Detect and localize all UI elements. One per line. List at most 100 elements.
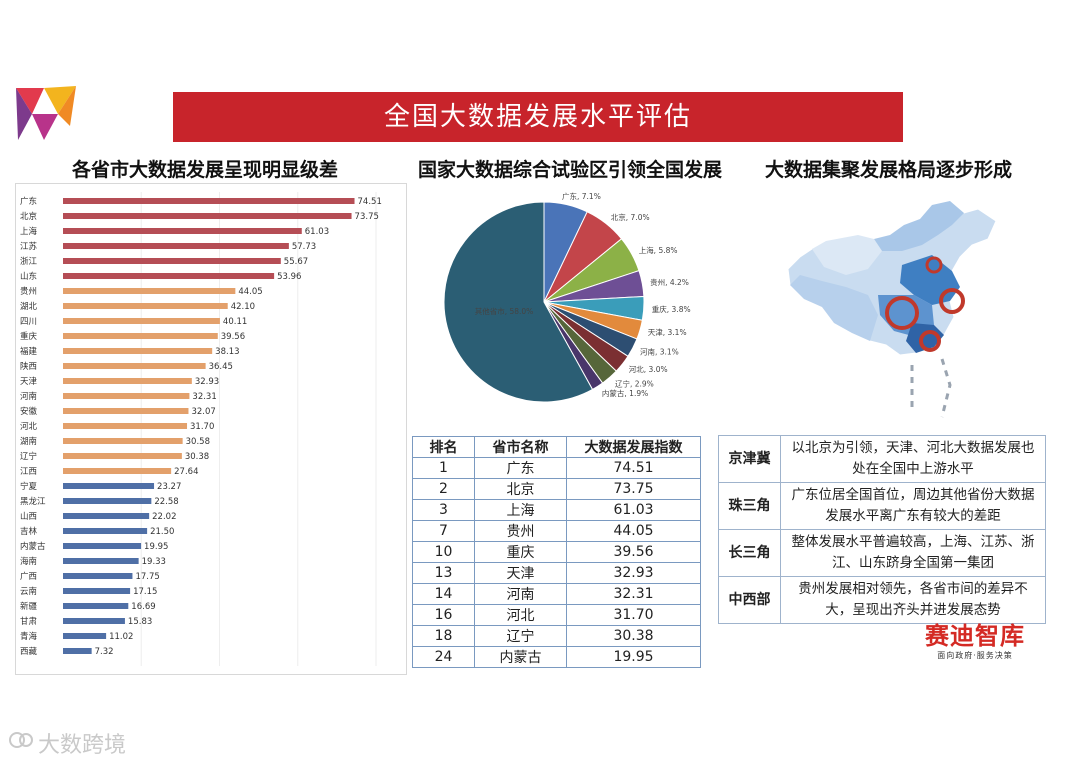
bar-value-label: 19.33 [142, 557, 166, 567]
bar-value-label: 39.56 [221, 332, 245, 342]
bar-value-label: 17.75 [135, 572, 159, 582]
rank-cell: 24 [412, 646, 475, 668]
bar-value-label: 15.83 [128, 617, 152, 627]
bar-value-label: 44.05 [238, 287, 262, 297]
bar [63, 408, 189, 414]
bar-value-label: 38.13 [215, 347, 239, 357]
bar [63, 438, 183, 444]
bar [63, 228, 302, 234]
bar-value-label: 23.27 [157, 482, 181, 492]
bar-category-label: 青海 [20, 631, 38, 642]
bar [63, 318, 220, 324]
bar-value-label: 31.70 [190, 422, 214, 432]
pie-slice-label: 辽宁, 2.9% [615, 378, 654, 388]
bar-category-label: 云南 [20, 586, 37, 597]
region-row: 中西部 贵州发展相对领先，各省市间的差异不大，呈现出齐头并进发展态势 [718, 576, 1046, 624]
bar-value-label: 16.69 [131, 602, 155, 612]
bar-chart-svg: 广东 74.51 北京 73.75 上海 61.03 江苏 57.73 浙江 55.67 山东 53.… [20, 192, 382, 666]
bar [63, 243, 289, 249]
index-cell: 74.51 [566, 457, 701, 479]
province-cell: 上海 [474, 499, 567, 521]
region-row: 长三角 整体发展水平普遍较高，上海、江苏、浙江、山东跻身全国第一集团 [718, 529, 1046, 577]
bar-value-label: 36.45 [209, 362, 233, 372]
province-cell: 贵州 [474, 520, 567, 542]
bar-category-label: 广东 [20, 196, 37, 207]
bar-value-label: 32.93 [195, 377, 219, 387]
bar-value-label: 30.38 [185, 452, 209, 462]
bar-value-label: 55.67 [284, 257, 308, 267]
rank-cell: 16 [412, 604, 475, 626]
bar [63, 468, 172, 474]
bar-category-label: 西藏 [20, 646, 38, 657]
bar [63, 423, 188, 429]
region-description: 以北京为引领，天津、河北大数据发展也处在全国中上游水平 [780, 435, 1046, 483]
ranking-table-row: 2 北京 73.75 [412, 478, 701, 500]
province-bar-chart: 广东 74.51 北京 73.75 上海 61.03 江苏 57.73 浙江 55.67 山东 53.… [15, 183, 407, 675]
bar-value-label: 53.96 [277, 272, 301, 282]
bar [63, 558, 139, 564]
jingjinji-highlight [925, 256, 943, 274]
brand-name: 赛迪智库 [925, 622, 1025, 650]
province-cell: 重庆 [474, 541, 567, 563]
ranking-table: 排名 省市名称 大数据发展指数 1 广东 74.51 2 北京 73.75 3 上海 61.03… [412, 436, 701, 668]
region-name: 京津冀 [718, 435, 781, 483]
ranking-table-row: 16 河北 31.70 [412, 604, 701, 626]
bar [63, 633, 107, 639]
ranking-table-row: 1 广东 74.51 [412, 457, 701, 479]
rank-cell: 10 [412, 541, 475, 563]
map-title: 大数据集聚发展格局逐步形成 [765, 159, 1013, 181]
bar-value-label: 40.11 [223, 317, 247, 327]
index-cell: 19.95 [566, 646, 701, 668]
province-cell: 河北 [474, 604, 567, 626]
province-header: 省市名称 [474, 436, 567, 458]
bar-value-label: 32.31 [192, 392, 216, 402]
bar-value-label: 61.03 [305, 227, 329, 237]
index-header: 大数据发展指数 [566, 436, 701, 458]
bar [63, 543, 142, 549]
china-map [782, 195, 1007, 425]
bar [63, 363, 206, 369]
bar-value-label: 22.58 [154, 497, 178, 507]
brand-tagline: 面向政府·服务决策 [937, 651, 1013, 660]
pie-slice-label: 河北, 3.0% [629, 365, 668, 374]
pie-slice-label: 其他省市, 58.0% [475, 306, 534, 316]
watermark-icon [8, 729, 34, 757]
region-name: 长三角 [718, 529, 781, 577]
bar-value-label: 30.58 [186, 437, 210, 447]
province-cell: 北京 [474, 478, 567, 500]
ranking-table-row: 10 重庆 39.56 [412, 541, 701, 563]
pilot-zone-pie-chart: 广东, 7.1% 北京, 7.0% 上海, 5.8% 贵州, 4.2% 重庆, 3.8%… [420, 180, 710, 410]
bar [63, 588, 131, 594]
bar [63, 618, 125, 624]
bar-chart-title: 各省市大数据发展呈现明显级差 [72, 159, 339, 181]
bar-value-label: 73.75 [355, 212, 379, 222]
rank-cell: 7 [412, 520, 475, 542]
rank-cell: 2 [412, 478, 475, 500]
bar-value-label: 11.02 [109, 632, 133, 642]
bar-value-label: 42.10 [231, 302, 255, 312]
region-row: 京津冀 以北京为引领，天津、河北大数据发展也处在全国中上游水平 [718, 435, 1046, 483]
bar-category-label: 四川 [20, 317, 37, 327]
pie-slice-label: 广东, 7.1% [562, 191, 601, 201]
central-west-highlight [885, 296, 919, 330]
bar [63, 258, 281, 264]
bar [63, 498, 152, 504]
bar [63, 513, 150, 519]
bar-category-label: 内蒙古 [20, 541, 46, 552]
bar-category-label: 湖北 [20, 302, 38, 312]
bar [63, 483, 155, 489]
bar [63, 303, 228, 309]
bar-category-label: 安徽 [20, 406, 38, 417]
bar-category-label: 山西 [20, 511, 37, 522]
region-table: 京津冀 以北京为引领，天津、河北大数据发展也处在全国中上游水平 珠三角 广东位居全国首… [718, 435, 1046, 624]
index-cell: 32.31 [566, 583, 701, 605]
region-name: 珠三角 [718, 482, 781, 530]
watermark-text: 大数跨境 [38, 733, 127, 758]
bar-value-label: 32.07 [191, 407, 215, 417]
bar-category-label: 江苏 [20, 241, 38, 252]
index-cell: 30.38 [566, 625, 701, 647]
bar-category-label: 甘肃 [20, 616, 38, 627]
page-title: 全国大数据发展水平评估 [173, 92, 903, 142]
ranking-table-row: 7 贵州 44.05 [412, 520, 701, 542]
bar-category-label: 吉林 [20, 526, 38, 537]
